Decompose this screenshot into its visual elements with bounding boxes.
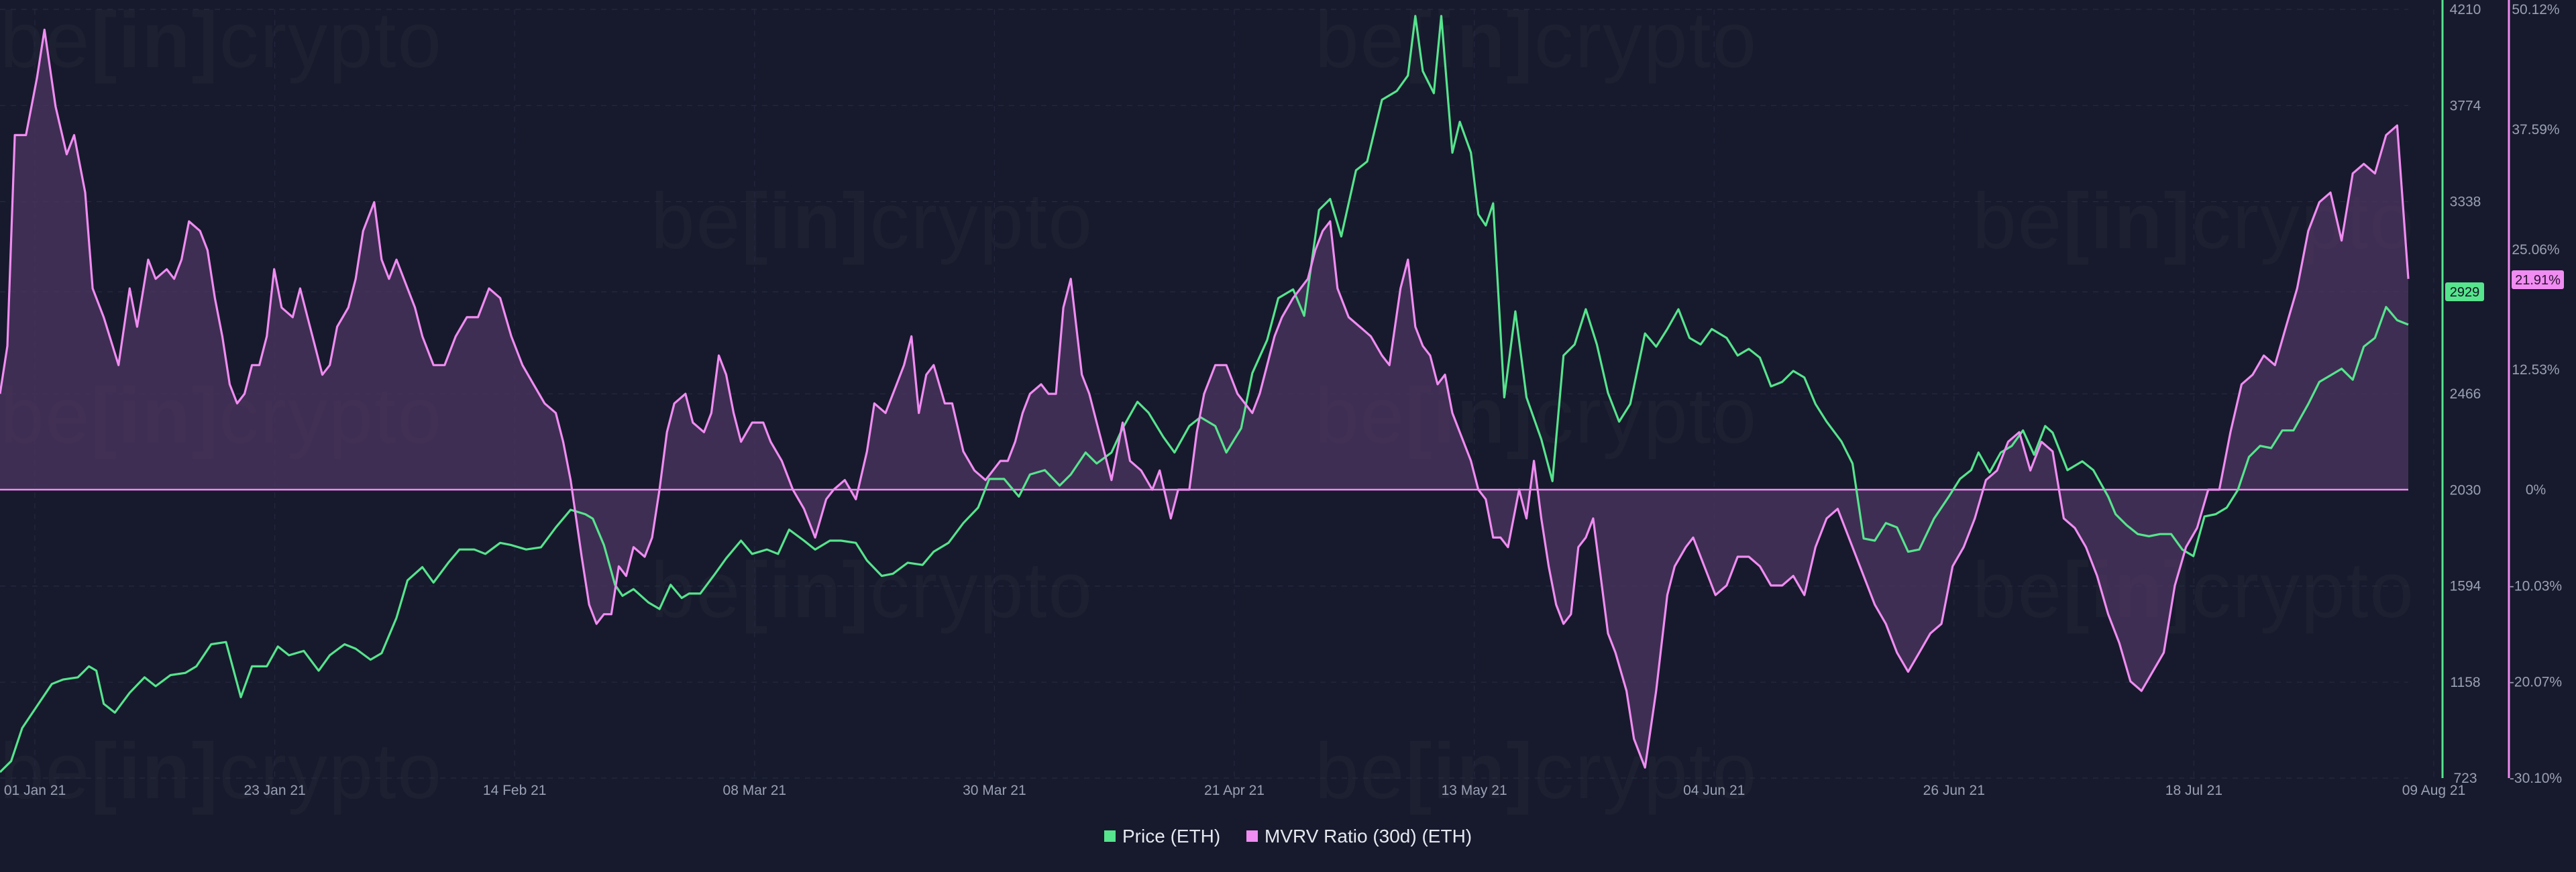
watermark-part: crypto [870,546,1093,635]
watermark-text: be[in]crypto [0,727,443,816]
x-tick-label: 04 Jun 21 [1683,783,1745,798]
mvrv-tick-label: 50.12% [2512,2,2559,17]
current-value-badges: 2929 21.91% [2445,270,2564,301]
x-tick-label: 14 Feb 21 [483,783,547,798]
watermark-part: be [0,727,91,816]
watermark-part: be [1315,727,1405,816]
price-tick-label: 2030 [2450,482,2481,498]
mvrv-tick-label: 0% [2526,482,2546,498]
price-tick-label: 723 [2453,771,2477,786]
x-tick-label: 30 Mar 21 [963,783,1026,798]
watermark-part: [in] [91,727,219,816]
watermark-part: crypto [2192,546,2415,635]
watermark-part: [in] [91,0,219,85]
mvrv-series-line[interactable] [0,28,2410,769]
watermark-part: [in] [741,177,869,266]
x-tick-label: 21 Apr 21 [1204,783,1265,798]
x-tick-label: 18 Jul 21 [2165,783,2222,798]
watermark-part: crypto [870,177,1093,266]
legend-swatch-mvrv [1246,830,1258,842]
legend: Price (ETH) MVRV Ratio (30d) (ETH) [1104,826,1472,847]
mvrv-current-badge-label: 21.91% [2515,273,2561,288]
watermark-part: be [1315,0,1405,85]
x-tick-label: 09 Aug 21 [2402,783,2466,798]
watermark-text: be[in]crypto [1315,727,1758,816]
legend-label-mvrv: MVRV Ratio (30d) (ETH) [1265,826,1472,847]
watermark-part: [in] [741,546,869,635]
watermark-part: crypto [1534,0,1758,85]
x-tick-label: 13 May 21 [1442,783,1507,798]
price-tick-label: 1158 [2450,675,2480,690]
watermark-part: crypto [219,0,443,85]
watermark-text: be[in]crypto [651,546,1093,635]
watermark-part: crypto [1534,372,1758,460]
legend-item-mvrv[interactable]: MVRV Ratio (30d) (ETH) [1246,826,1472,847]
watermark-part: [in] [1405,727,1534,816]
mvrv-current-badge [2512,270,2564,289]
price-tick-label: 2466 [2450,386,2481,402]
mvrv-axis-tick-labels: 50.12% 37.59% 25.06% 12.53% 0% -10.03% -20.07%… [2510,2,2562,786]
price-axis-tick-labels: 4210 3774 3338 2929 2466 2030 1594 1158 723 [2450,2,2481,786]
mvrv-tick-label: 25.06% [2512,242,2559,258]
x-tick-label: 26 Jun 21 [1923,783,1985,798]
watermark-text: be[in]crypto [651,177,1093,266]
watermark-part: be [651,546,741,635]
price-current-badge-label: 2929 [2450,285,2480,300]
watermark-part: [in] [2063,177,2191,266]
x-axis-tick-labels: 01 Jan 21 23 Jan 21 14 Feb 21 08 Mar 21 30 M… [4,783,2465,798]
watermark-part: [in] [1405,0,1534,85]
watermark-part: be [1972,177,2063,266]
mvrv-tick-label: 37.59% [2512,122,2559,138]
watermark-part: be [651,177,741,266]
mvrv-tick-label: 12.53% [2512,362,2559,378]
price-tick-label: 1594 [2450,579,2481,594]
price-tick-label: 3338 [2450,195,2481,210]
watermark-text: be[in]crypto [0,0,443,85]
x-tick-label: 08 Mar 21 [723,783,787,798]
watermark-part: crypto [219,727,443,816]
legend-swatch-price [1104,830,1116,842]
legend-label-price: Price (ETH) [1122,826,1220,847]
mvrv-tick-label: -20.07% [2510,675,2562,690]
mvrv-tick-label: -30.10% [2510,771,2562,786]
price-current-badge [2445,282,2484,301]
mvrv-tick-label: -10.03% [2510,578,2562,594]
x-tick-label: 23 Jan 21 [244,783,305,798]
plot-area [0,15,2410,773]
price-tick-label: 4210 [2450,2,2481,17]
watermark-part: be [1972,546,2063,635]
x-tick-label: 01 Jan 21 [4,783,66,798]
price-series-line[interactable] [0,15,2409,773]
watermark-text: be[in]crypto [1315,0,1758,85]
price-tick-label: 3774 [2450,98,2481,113]
legend-item-price[interactable]: Price (ETH) [1104,826,1220,847]
